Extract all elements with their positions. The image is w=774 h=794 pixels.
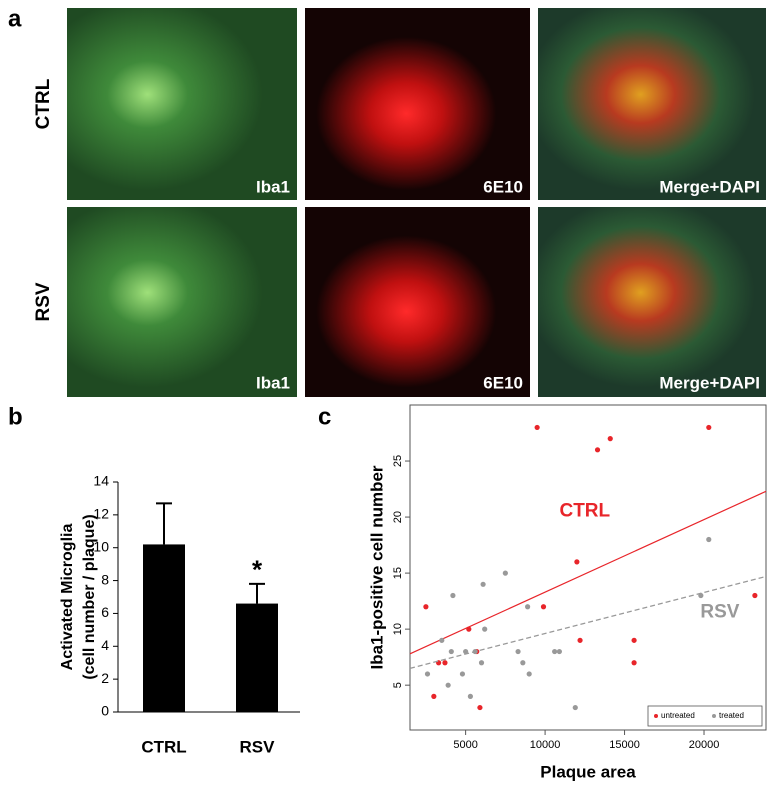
point (482, 626, 488, 632)
point (478, 660, 485, 666)
y-axis-label: Activated Microglia (59, 524, 76, 671)
point (552, 648, 558, 655)
annotation: * (252, 555, 263, 585)
image-label: 6E10 (483, 373, 523, 392)
y-tick-label: 6 (101, 604, 109, 620)
point (515, 648, 521, 655)
series-annotation: RSV (700, 601, 739, 622)
point (574, 559, 580, 565)
point (540, 604, 547, 610)
point (442, 660, 448, 666)
point (594, 447, 601, 453)
legend-label: treated (719, 711, 744, 720)
panel-label: c (318, 403, 331, 430)
point (450, 592, 456, 599)
point (463, 648, 469, 655)
image-label: Merge+DAPI (659, 373, 760, 392)
point (556, 648, 562, 655)
micrographs (67, 8, 766, 397)
point (706, 424, 712, 431)
x-tick-label: 20000 (689, 739, 720, 751)
panel-label: b (8, 403, 23, 430)
image-label: 6E10 (483, 177, 523, 196)
row-label: CTRL (33, 78, 54, 129)
point (525, 604, 531, 610)
point (439, 637, 445, 643)
point (448, 648, 454, 655)
point (698, 592, 704, 599)
point (423, 604, 429, 610)
row-label: RSV (33, 282, 54, 321)
point (752, 592, 758, 599)
y-tick-label: 10 (93, 538, 109, 554)
point (572, 704, 578, 711)
image-label: Merge+DAPI (659, 177, 760, 196)
y-tick-label: 12 (93, 506, 109, 522)
point (631, 637, 637, 643)
trend-line (409, 575, 767, 669)
point (445, 682, 451, 688)
point (477, 704, 483, 711)
plot-frame (409, 404, 767, 731)
image (538, 207, 766, 397)
legend-label: untreated (661, 711, 695, 720)
legend-box (647, 705, 763, 727)
x-tick-label: CTRL (141, 737, 186, 756)
y-axis-label: (cell number / plaque) (81, 514, 98, 679)
point (472, 648, 478, 655)
y-tick-label: 25 (392, 455, 404, 467)
y-tick-label: 4 (101, 637, 109, 653)
point (459, 671, 466, 677)
series-annotation: CTRL (559, 500, 610, 521)
point (607, 436, 613, 442)
x-tick-label: 10000 (530, 739, 561, 751)
point (466, 626, 472, 632)
image (67, 207, 297, 397)
image (305, 8, 530, 200)
y-tick-label: 14 (93, 473, 109, 489)
y-tick-label: 15 (392, 567, 404, 579)
y-axis-label: Iba1-positive cell number (367, 465, 386, 669)
point (520, 660, 526, 666)
y-tick-label: 10 (392, 623, 404, 635)
y-tick-label: 20 (392, 511, 404, 523)
x-tick-label: 5000 (453, 739, 477, 751)
point (431, 693, 437, 699)
panel-label: a (8, 5, 22, 32)
image-label: Iba1 (256, 177, 290, 196)
point (424, 671, 431, 677)
x-tick-label: RSV (240, 737, 276, 756)
point (706, 536, 712, 543)
image (305, 207, 530, 397)
point (467, 693, 473, 699)
x-tick-label: 15000 (609, 739, 640, 751)
legend-marker (654, 714, 658, 718)
point (577, 637, 583, 643)
point (631, 660, 637, 666)
y-tick-label: 8 (101, 571, 109, 587)
point (534, 424, 540, 431)
image (538, 8, 766, 200)
image-label: Iba1 (256, 373, 290, 392)
image (67, 8, 297, 200)
bar (143, 544, 185, 712)
bar (236, 603, 278, 712)
point (526, 671, 532, 677)
y-tick-label: 5 (392, 682, 404, 688)
x-axis-label: Plaque area (540, 762, 636, 781)
point (502, 570, 508, 576)
y-tick-label: 2 (101, 670, 109, 686)
point (480, 581, 486, 587)
y-tick-label: 0 (101, 703, 109, 719)
legend-marker (712, 714, 716, 718)
